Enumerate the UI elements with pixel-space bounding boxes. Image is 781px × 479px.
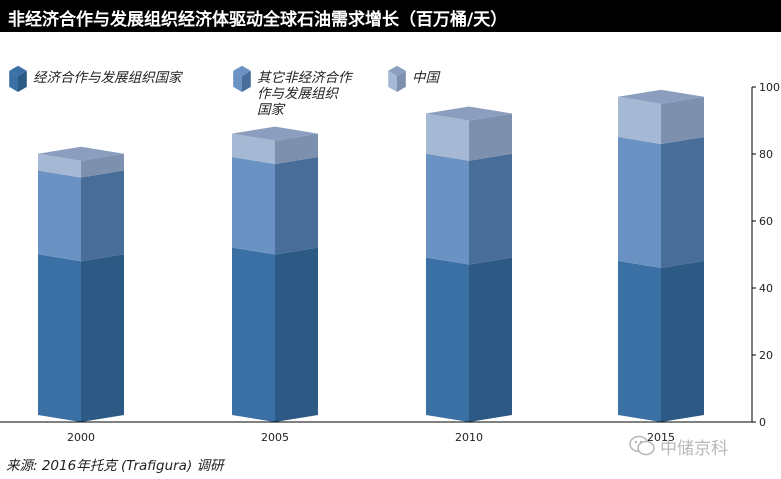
watermark-text: 中储京科 bbox=[660, 438, 728, 459]
bar-segment-side bbox=[661, 260, 704, 422]
bar-segment-side bbox=[81, 153, 124, 178]
x-axis: 2000 2005 2010 2015 bbox=[67, 431, 675, 444]
legend-label: 作与发展组织 bbox=[257, 86, 339, 102]
y-tick-label: 20 bbox=[759, 349, 773, 362]
bar-segment-side bbox=[469, 153, 512, 265]
bar-segment-front bbox=[232, 247, 275, 422]
bar-segment-front bbox=[38, 170, 81, 262]
y-axis: 0 20 40 60 80 100 bbox=[0, 81, 780, 429]
chart-title: 非经济合作与发展组织经济体驱动全球石油需求增长（百万桶/天） bbox=[8, 10, 508, 30]
cube-right-face bbox=[18, 70, 27, 92]
bar-group-2005 bbox=[232, 126, 318, 422]
cube-right-face bbox=[397, 70, 406, 92]
cube-left-face bbox=[388, 70, 397, 92]
bar-top-face bbox=[426, 106, 512, 121]
bar-top-face bbox=[38, 146, 124, 161]
bar-segment-front bbox=[426, 257, 469, 422]
y-tick-label: 40 bbox=[759, 282, 773, 295]
bar-segment-side bbox=[81, 170, 124, 262]
legend-cube-icon bbox=[233, 65, 251, 92]
x-tick-label: 2015 bbox=[647, 431, 675, 444]
legend-label: 经济合作与发展组织国家 bbox=[33, 70, 183, 86]
bar-segment-front bbox=[38, 254, 81, 422]
legend-label: 其它非经济合作 bbox=[257, 70, 354, 86]
bar-segment-front bbox=[38, 153, 81, 178]
title-bar: 非经济合作与发展组织经济体驱动全球石油需求增长（百万桶/天） bbox=[0, 0, 781, 32]
source-note: 来源: 2016年托克 (Trafigura) 调研 bbox=[6, 458, 224, 474]
bar-segment-front bbox=[232, 157, 275, 255]
x-tick-label: 2005 bbox=[261, 431, 289, 444]
bar-group-2010 bbox=[426, 106, 512, 422]
y-tick-label: 80 bbox=[759, 148, 773, 161]
bar-segment-front bbox=[618, 260, 661, 422]
bar-segment-side bbox=[81, 254, 124, 422]
bar-segment-front bbox=[426, 153, 469, 265]
bar-segment-side bbox=[469, 113, 512, 161]
bars bbox=[38, 89, 704, 422]
cube-top-face bbox=[233, 65, 251, 76]
bar-segment-side bbox=[275, 247, 318, 422]
bar-segment-side bbox=[275, 133, 318, 165]
cube-top-face bbox=[388, 65, 406, 76]
bar-segment-side bbox=[275, 157, 318, 255]
bar-top-face bbox=[232, 126, 318, 141]
watermark: 中储京科 bbox=[628, 432, 728, 460]
bar-segment-front bbox=[618, 136, 661, 268]
x-tick-label: 2000 bbox=[67, 431, 95, 444]
bar-segment-front bbox=[618, 96, 661, 144]
legend-cube-icon bbox=[388, 65, 406, 92]
y-tick-label: 0 bbox=[759, 416, 766, 429]
y-tick-label: 100 bbox=[759, 81, 780, 94]
bar-segment-side bbox=[469, 257, 512, 422]
bar-segment-side bbox=[661, 96, 704, 144]
bar-group-2015 bbox=[618, 89, 704, 422]
legend-cube-icon bbox=[9, 65, 27, 92]
bar-group-2000 bbox=[38, 146, 124, 422]
wechat-icon bbox=[629, 435, 655, 456]
bar-top-face bbox=[618, 89, 704, 104]
bar-segment-side bbox=[661, 136, 704, 268]
legend-item: 经济合作与发展组织国家 bbox=[9, 65, 183, 92]
legend-label: 国家 bbox=[257, 102, 285, 118]
legend-label: 中国 bbox=[412, 70, 441, 86]
cube-right-face bbox=[242, 70, 251, 92]
legend-item: 中国 bbox=[388, 65, 441, 92]
cube-left-face bbox=[233, 70, 242, 92]
cube-top-face bbox=[9, 65, 27, 76]
y-tick-label: 60 bbox=[759, 215, 773, 228]
x-tick-label: 2010 bbox=[455, 431, 483, 444]
bar-segment-front bbox=[426, 113, 469, 161]
bar-segment-front bbox=[232, 133, 275, 165]
cube-left-face bbox=[9, 70, 18, 92]
